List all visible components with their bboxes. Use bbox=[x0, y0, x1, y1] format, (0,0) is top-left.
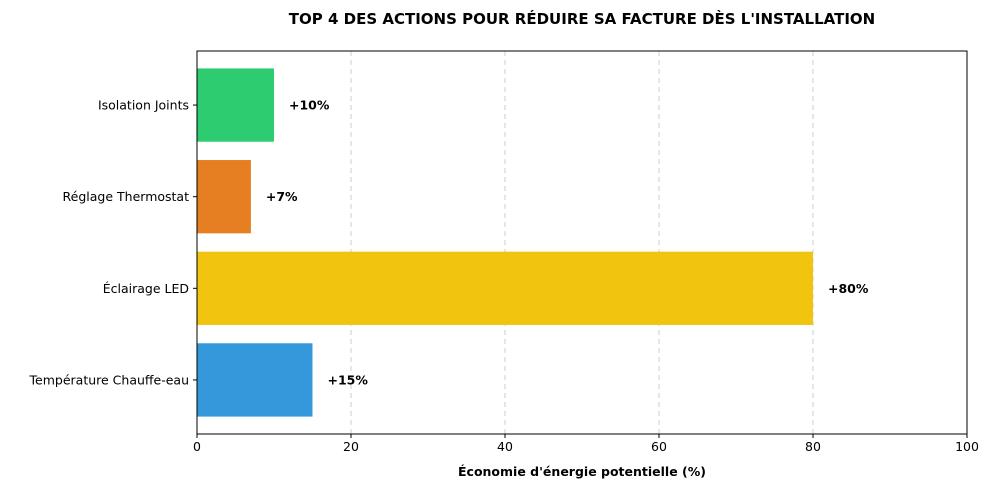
y-axis-ticks: Température Chauffe-eau Éclairage LED Régl… bbox=[29, 98, 197, 387]
x-tick-label: 80 bbox=[805, 439, 821, 454]
bar bbox=[197, 68, 274, 142]
x-tick-label: 20 bbox=[343, 439, 359, 454]
data-labels: +15% +80% +7% +10% bbox=[266, 98, 869, 388]
x-axis-ticks: 0 20 40 60 80 100 bbox=[193, 434, 979, 454]
y-tick-label: Réglage Thermostat bbox=[63, 189, 190, 204]
y-tick-label: Température Chauffe-eau bbox=[29, 372, 189, 387]
bar bbox=[197, 160, 251, 234]
plot-frame bbox=[196, 50, 968, 435]
x-tick-label: 0 bbox=[193, 439, 201, 454]
chart-title: TOP 4 DES ACTIONS POUR RÉDUIRE SA FACTUR… bbox=[289, 9, 875, 28]
x-tick-label: 100 bbox=[955, 439, 979, 454]
x-axis-label: Économie d'énergie potentielle (%) bbox=[458, 464, 706, 479]
grid-lines bbox=[350, 51, 814, 434]
x-tick-label: 60 bbox=[651, 439, 667, 454]
data-label: +10% bbox=[289, 98, 330, 113]
bar bbox=[197, 251, 813, 325]
y-tick-label: Isolation Joints bbox=[98, 98, 189, 113]
bars bbox=[197, 68, 813, 417]
y-tick-label: Éclairage LED bbox=[103, 281, 189, 296]
data-label: +80% bbox=[828, 281, 869, 296]
data-label: +15% bbox=[328, 372, 369, 387]
x-tick-label: 40 bbox=[497, 439, 513, 454]
bar bbox=[197, 343, 313, 417]
data-label: +7% bbox=[266, 189, 298, 204]
